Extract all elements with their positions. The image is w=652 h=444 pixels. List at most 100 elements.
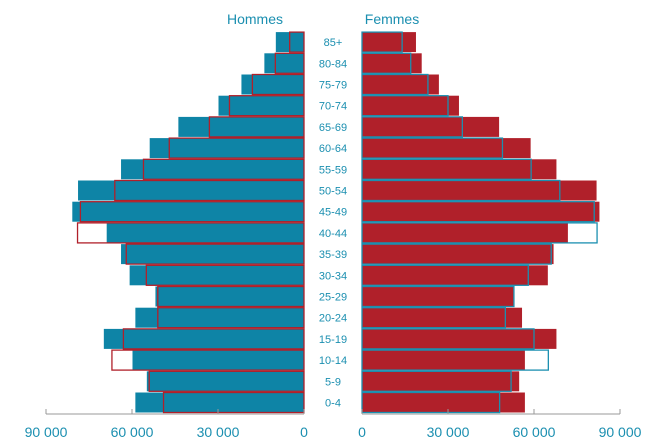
x-tick-label-left-3: 0 [300,424,308,440]
outline-femmes-20-24 [361,307,506,329]
bar-femmes-35-39 [361,243,555,266]
age-label-55-59: 55-59 [319,164,347,176]
outline-hommes-75-79 [251,73,305,96]
bar-hommes-15-19 [102,327,305,350]
bar-hommes-35-39 [120,243,305,266]
bar-hommes-0-4 [134,391,305,414]
outline-femmes-15-19 [361,328,535,350]
outline-hommes-15-19 [122,328,305,350]
age-label-5-9: 5-9 [325,376,341,388]
bar-hommes-10-14 [131,349,305,372]
outline-hommes-0-4 [162,391,305,414]
outline-hommes-20-24 [157,307,305,329]
age-label-25-29: 25-29 [319,292,347,304]
age-label-20-24: 20-24 [319,313,347,325]
outline-hommes-40-44 [76,222,305,244]
bar-hommes-65-69 [177,115,305,138]
age-label-70-74: 70-74 [319,101,347,113]
outline-hommes-25-29 [157,285,305,308]
bar-hommes-55-59 [120,158,305,181]
bar-femmes-10-14 [361,349,526,372]
outline-femmes-65-69 [361,116,463,138]
outline-femmes-60-64 [361,137,504,159]
bar-femmes-45-49 [361,200,601,223]
age-label-30-34: 30-34 [319,270,347,282]
outline-femmes-50-54 [361,179,561,202]
outline-hommes-60-64 [168,137,305,159]
outline-femmes-45-49 [361,201,595,223]
bar-hommes-50-54 [77,179,305,202]
bar-hommes-20-24 [134,306,305,329]
age-label-75-79: 75-79 [319,80,347,92]
outline-femmes-10-14 [361,349,549,371]
x-tick-label-left-1: 60 000 [111,424,154,440]
x-tick-label-right-2: 60 000 [513,424,556,440]
outline-hommes-85plus [289,31,305,53]
bar-femmes-0-4 [361,391,526,414]
age-group-labels: 0-4 5-9 10-14 15-19 20-24 25-29 30-34 35-39 40-4… [319,37,347,409]
age-label-65-69: 65-69 [319,122,347,134]
outline-femmes-25-29 [361,285,515,308]
bar-hommes-25-29 [154,285,305,308]
outline-hommes-70-74 [228,95,305,117]
outline-hommes-30-34 [145,264,305,286]
outline-hommes-55-59 [142,158,305,180]
x-tick-label-right-0: 0 [358,424,366,440]
x-axes: 90 000 60 000 30 000 0 0 30 000 60 000 90 000 [25,409,642,440]
outline-femmes-0-4 [361,391,501,414]
age-label-50-54: 50-54 [319,186,347,198]
bar-femmes-85plus [361,31,417,54]
bar-femmes-70-74 [361,94,460,117]
outline-femmes-35-39 [361,243,552,265]
age-label-85plus: 85+ [324,37,343,49]
comparison-outlines [76,31,598,414]
bar-femmes-65-69 [361,115,501,138]
bar-femmes-60-64 [361,137,532,160]
age-label-45-49: 45-49 [319,207,347,219]
series-label-hommes: Hommes [227,11,283,27]
bar-hommes-45-49 [71,200,305,223]
bar-femmes-5-9 [361,370,521,393]
bar-hommes-30-34 [128,264,305,287]
hommes-bars [71,31,305,414]
age-label-15-19: 15-19 [319,334,347,346]
outline-hommes-80-84 [274,52,305,74]
outline-femmes-55-59 [361,158,532,180]
bar-hommes-80-84 [263,52,305,75]
outline-hommes-50-54 [114,179,305,202]
age-label-0-4: 0-4 [325,398,341,410]
outline-femmes-70-74 [361,95,449,117]
outline-femmes-5-9 [361,370,512,392]
age-label-35-39: 35-39 [319,249,347,261]
x-tick-label-right-3: 90 000 [599,424,642,440]
bar-hommes-40-44 [105,221,305,244]
x-tick-label-left-2: 30 000 [197,424,240,440]
outline-hommes-10-14 [111,349,305,371]
bar-femmes-55-59 [361,158,558,181]
bar-femmes-15-19 [361,327,558,350]
outline-hommes-45-49 [79,201,305,223]
bar-hommes-75-79 [240,73,305,96]
bar-femmes-30-34 [361,264,549,287]
series-label-femmes: Femmes [365,11,419,27]
bar-femmes-25-29 [361,285,515,308]
bar-femmes-20-24 [361,306,524,329]
outline-hommes-5-9 [148,370,305,392]
outline-femmes-80-84 [361,52,412,74]
outline-femmes-30-34 [361,264,529,286]
age-label-60-64: 60-64 [319,143,347,155]
age-label-80-84: 80-84 [319,58,347,70]
bar-femmes-80-84 [361,52,423,75]
outline-hommes-35-39 [125,243,305,265]
outline-femmes-85plus [361,31,403,53]
outline-femmes-75-79 [361,73,429,96]
age-label-10-14: 10-14 [319,355,347,367]
outline-femmes-40-44 [361,222,598,244]
bar-hommes-70-74 [217,94,305,117]
x-tick-label-right-1: 30 000 [427,424,470,440]
bar-hommes-5-9 [145,370,305,393]
bar-hommes-60-64 [148,137,305,160]
age-label-40-44: 40-44 [319,228,347,240]
bar-femmes-40-44 [361,221,569,244]
